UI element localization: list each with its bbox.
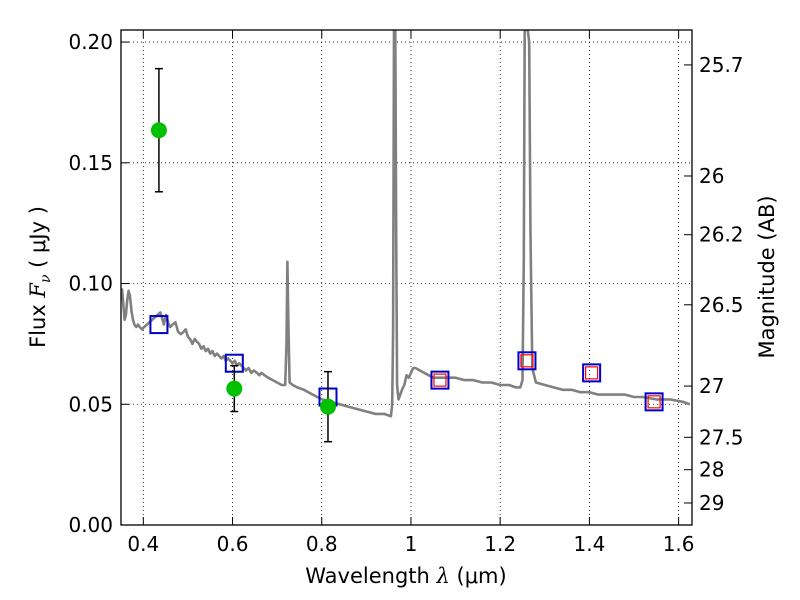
mag-tick-label: 26.5 [699,293,744,317]
y-tick-label: 0.05 [68,392,113,416]
y-tick-label: 0.15 [68,151,113,175]
grid-lines [121,30,692,525]
observed-point [226,380,243,397]
mag-tick-label: 26 [699,164,724,188]
x-axis-label: Wavelength λ (μm) [305,564,506,588]
model-point [644,392,664,412]
x-tick-label: 1.4 [573,532,605,556]
plot-background [121,30,692,525]
y-tick-label: 0.10 [68,272,113,296]
x-tick-label: 0.4 [127,532,159,556]
model-point [430,370,450,390]
mag-tick-label: 27 [699,374,724,398]
y-tick-label: 0.20 [68,30,113,54]
mag-tick-label: 26.2 [699,223,744,247]
observed-point [150,122,167,139]
model-point [582,363,602,383]
mag-tick-label: 25.7 [699,53,744,77]
mag-tick-label: 27.5 [699,425,744,449]
y-tick-label: 0.00 [68,513,113,537]
right-axis-label: Magnitude (AB) [755,195,779,358]
y-axis-label: Flux Fν ( μJy ) [26,206,54,348]
x-tick-label: 1 [405,532,418,556]
plot-frame [120,29,693,526]
model-point-ir [585,366,599,380]
mag-tick-label: 28 [699,458,724,482]
model-point-ir [520,354,534,368]
model-point-ir [647,395,661,409]
x-tick-label: 1.2 [484,532,516,556]
observed-point [319,398,336,415]
model-point [149,315,169,335]
model-point [517,351,537,371]
mag-tick-label: 29 [699,491,724,515]
axis-ticks: 0.4 0.6 0.8 1 1.2 1.4 1.6 0.00 0.05 0.10 0.15 0.20 2… [68,30,744,556]
x-tick-label: 0.8 [306,532,338,556]
plot-area [121,30,691,443]
model-point-ir [433,373,447,387]
x-tick-label: 1.6 [663,532,695,556]
x-tick-label: 0.6 [217,532,249,556]
